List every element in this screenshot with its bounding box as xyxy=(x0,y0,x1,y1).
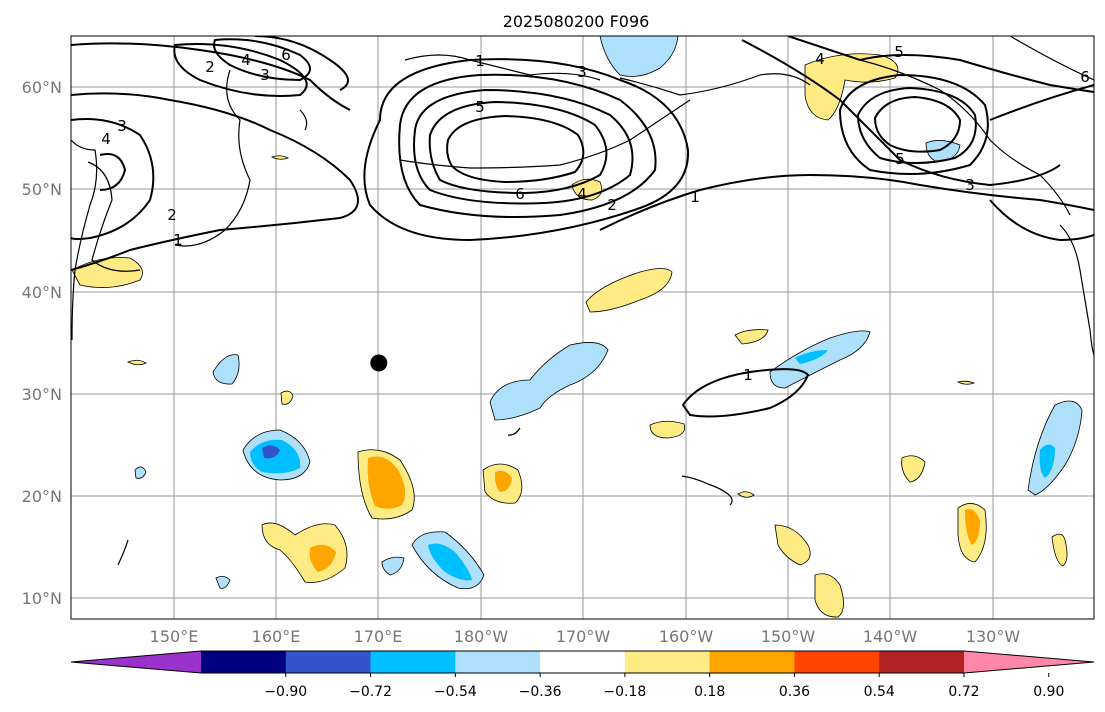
contour-lines xyxy=(71,36,1094,418)
colorbar xyxy=(70,650,1095,674)
contour-label: 3 xyxy=(965,176,975,194)
contour-label: 2 xyxy=(607,196,617,214)
contour-label: 1 xyxy=(690,188,700,206)
contour-label: 3 xyxy=(117,117,127,135)
colorbar-segment xyxy=(709,651,795,673)
colorbar-segment xyxy=(285,651,372,673)
colorbar-segment xyxy=(879,651,965,673)
lon-label: 170°E xyxy=(354,627,403,646)
contour-label: 2 xyxy=(205,58,215,76)
colorbar-tick-label: −0.54 xyxy=(434,684,477,700)
contour-label: 1 xyxy=(743,366,753,384)
colorbar-tick-label: 0.18 xyxy=(694,684,725,700)
contour-label: 6 xyxy=(281,46,291,64)
lon-label: 160°W xyxy=(659,627,714,646)
lon-label: 140°W xyxy=(863,627,918,646)
contour-label: 4 xyxy=(101,130,111,148)
colorbar-tick-label: 0.90 xyxy=(1033,684,1064,700)
lat-label: 50°N xyxy=(22,180,62,199)
lon-label: 130°W xyxy=(966,627,1021,646)
colorbar-outline xyxy=(70,650,1095,674)
colorbar-segment xyxy=(71,651,201,673)
contour-label: 6 xyxy=(515,185,525,203)
colorbar-segment xyxy=(201,651,287,673)
contour-label: 6 xyxy=(1080,68,1090,86)
lat-label: 40°N xyxy=(22,283,62,302)
lon-label: 170°W xyxy=(556,627,611,646)
contour-label: 3 xyxy=(260,66,270,84)
lon-label: 150°W xyxy=(761,627,816,646)
colorbar-segment xyxy=(540,651,626,673)
contour-label: 4 xyxy=(241,51,251,69)
contour-label: 5 xyxy=(475,98,485,116)
lon-label: 180°W xyxy=(454,627,509,646)
latitude-labels: 60°N 50°N 40°N 30°N 20°N 10°N xyxy=(22,78,62,608)
lat-label: 20°N xyxy=(22,487,62,506)
colorbar-tick-label: 0.36 xyxy=(779,684,810,700)
map-frame: 6 2 4 3 1 3 5 6 4 2 1 5 4 6 5 3 4 3 2 1 xyxy=(70,35,1095,620)
anomaly-shading xyxy=(71,36,1083,618)
contour-label: 1 xyxy=(173,231,183,249)
lat-label: 60°N xyxy=(22,78,62,97)
colorbar-tick-label: −0.18 xyxy=(603,684,646,700)
contour-label: 1 xyxy=(475,52,485,70)
lon-label: 160°E xyxy=(252,627,301,646)
contour-label: 3 xyxy=(577,63,587,81)
longitude-labels: 150°E 160°E 170°E 180°W 170°W 160°W 150°… xyxy=(150,627,1021,646)
lat-label: 30°N xyxy=(22,385,62,404)
lat-label: 10°N xyxy=(22,589,62,608)
contour-label: 4 xyxy=(577,185,587,203)
contour-label: 5 xyxy=(895,150,905,168)
contour-label: 4 xyxy=(815,50,825,68)
colorbar-tick-label: −0.90 xyxy=(264,684,307,700)
colorbar-segment xyxy=(624,651,711,673)
colorbar-segment xyxy=(370,651,456,673)
colorbar-tick-label: −0.36 xyxy=(519,684,562,700)
contour-label: 2 xyxy=(167,206,177,224)
lon-label: 150°E xyxy=(150,627,199,646)
colorbar-tick-labels: −0.90 −0.72 −0.54 −0.36 −0.18 0.18 0.36 0.54 0.7… xyxy=(264,673,1064,700)
colorbar-segment xyxy=(964,651,1094,673)
colorbar-segment xyxy=(455,651,541,673)
colorbar-segment xyxy=(794,651,880,673)
map-title: 2025080200 F096 xyxy=(503,12,650,31)
location-marker xyxy=(370,354,388,372)
contour-label: 5 xyxy=(894,43,904,61)
contour-label-group: 6 2 4 3 1 3 5 6 4 2 1 5 4 6 5 3 4 3 2 1 xyxy=(101,43,1090,384)
colorbar-tick-label: −0.72 xyxy=(349,684,392,700)
colorbar-tick-label: 0.54 xyxy=(864,684,895,700)
colorbar-tick-label: 0.72 xyxy=(948,684,979,700)
